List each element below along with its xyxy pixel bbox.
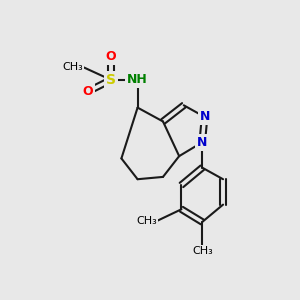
Text: CH₃: CH₃ [192,246,213,256]
Text: O: O [82,85,93,98]
Text: S: S [106,73,116,87]
Text: O: O [106,50,116,63]
Text: N: N [200,110,210,123]
Text: CH₃: CH₃ [136,216,157,226]
Text: CH₃: CH₃ [62,62,83,72]
Text: N: N [197,136,207,149]
Text: NH: NH [127,74,148,86]
